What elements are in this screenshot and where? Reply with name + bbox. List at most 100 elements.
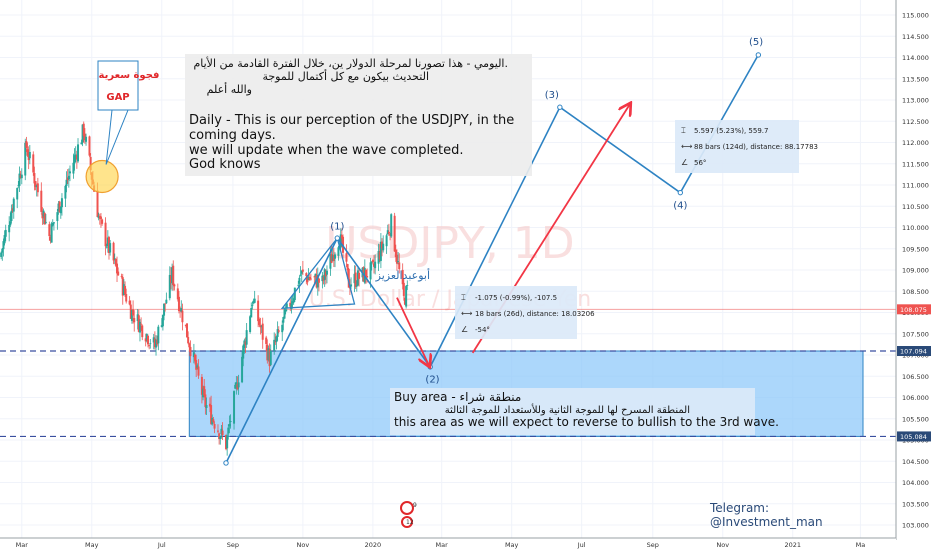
candle-body <box>41 213 44 219</box>
candle <box>101 218 104 226</box>
candle <box>226 433 229 456</box>
candle-body <box>219 436 222 439</box>
candle <box>117 267 120 277</box>
price-axis-ticks: 115.000 114.500 114.000 113.500 113.000 112.5… <box>902 12 929 530</box>
candle-body <box>299 274 302 276</box>
wave-one-triangle[interactable] <box>280 237 356 310</box>
candle <box>177 291 180 314</box>
candle-body <box>24 142 27 176</box>
candle-body <box>260 325 263 327</box>
candle-body <box>389 234 392 236</box>
candle <box>243 338 246 354</box>
measure-1-angle-icon: ∠ <box>461 325 468 334</box>
candle-body <box>395 254 398 264</box>
candle-body <box>347 268 350 288</box>
measure-2-bars: 88 bars (124d), distance: 88.17783 <box>694 143 818 151</box>
candle <box>221 422 224 440</box>
candle <box>316 267 319 296</box>
candle <box>394 244 397 262</box>
candle <box>403 296 406 306</box>
main-note-box[interactable] <box>185 54 532 176</box>
price-tick-label: 103.000 <box>902 522 929 530</box>
candle <box>233 390 236 430</box>
time-tick-label: Sep <box>227 541 239 549</box>
candle <box>259 317 262 335</box>
candle <box>11 204 14 213</box>
candle-body <box>113 258 116 260</box>
candle-body <box>112 242 115 261</box>
candle-body <box>369 262 372 280</box>
measure-box-2[interactable]: ⌶ 5.597 (5.23%), 559.7 ⟷ 88 bars (124d),… <box>675 120 818 173</box>
wave-label: (2) <box>425 375 439 386</box>
zone-bottom-tag-label: 105.084 <box>900 433 927 441</box>
candle-body <box>16 188 19 200</box>
candle-body <box>236 383 239 390</box>
price-tick-label: 108.500 <box>902 288 929 296</box>
main-note-ar-2: التحديث بيكون مع كل أكتمال للموجة <box>262 69 429 83</box>
candle-body <box>398 262 401 270</box>
time-tick-label: Mar <box>16 541 29 549</box>
candle-body <box>101 219 104 224</box>
time-axis-panel[interactable] <box>0 538 896 550</box>
buy-note-box[interactable] <box>390 388 755 435</box>
candle <box>43 212 46 225</box>
candle-body <box>337 247 340 256</box>
candle <box>19 170 22 179</box>
candle-body <box>155 339 158 348</box>
candle-body <box>164 303 167 305</box>
candle <box>33 166 36 191</box>
measure-1-range-icon: ⌶ <box>461 293 466 302</box>
gap-callout-pointer <box>105 109 129 165</box>
candle-body <box>161 314 164 327</box>
price-tick-label: 112.000 <box>902 139 929 147</box>
red-arrow-down[interactable] <box>396 297 429 366</box>
candle-body <box>225 435 228 450</box>
candle <box>301 260 304 275</box>
wave-vertex <box>755 52 762 58</box>
price-tick-label: 112.500 <box>902 118 929 126</box>
candle-body <box>141 325 144 338</box>
candle <box>163 303 166 321</box>
candle-body <box>346 264 349 271</box>
idea-badge-icon[interactable]: 9 12 <box>400 501 417 528</box>
candle-body <box>121 277 124 296</box>
candle-body <box>249 316 252 333</box>
gap-callout[interactable] <box>97 60 139 111</box>
candle-body <box>204 394 207 407</box>
candle <box>402 278 405 301</box>
candle <box>1 247 4 261</box>
candle-body <box>74 154 77 156</box>
candle <box>293 287 296 303</box>
measure-box-1[interactable]: ⌶ -1.075 (-0.99%), -107.5 ⟷ 18 bars (26d… <box>455 286 595 339</box>
candle-body <box>267 348 270 361</box>
candle <box>387 223 390 237</box>
candle-body <box>172 265 175 286</box>
gap-circle[interactable] <box>85 159 119 194</box>
candle-body <box>370 261 373 263</box>
candle-body <box>153 338 156 348</box>
candle-body <box>385 235 388 247</box>
candle-body <box>218 433 221 440</box>
candle-body <box>350 284 353 287</box>
candle <box>51 219 54 227</box>
candle-body <box>233 391 236 424</box>
candle <box>152 333 155 350</box>
candle <box>194 353 197 365</box>
candle-body <box>133 318 136 323</box>
candle-body <box>252 300 255 304</box>
zone-top-tag: 107.094 <box>897 346 931 357</box>
candle-body <box>194 354 197 362</box>
candle-body <box>325 270 328 275</box>
candle-body <box>117 271 120 276</box>
candle <box>8 216 11 242</box>
candle-body <box>382 243 385 251</box>
measure-1-bars: 18 bars (26d), distance: 18.03206 <box>475 310 595 318</box>
candle-body <box>373 263 376 267</box>
price-axis-panel[interactable] <box>896 0 932 550</box>
candle <box>144 333 147 347</box>
time-tick-label: Mar <box>436 541 449 549</box>
candle <box>74 146 77 163</box>
price-tick-label: 104.500 <box>902 458 929 466</box>
candle <box>41 207 44 225</box>
